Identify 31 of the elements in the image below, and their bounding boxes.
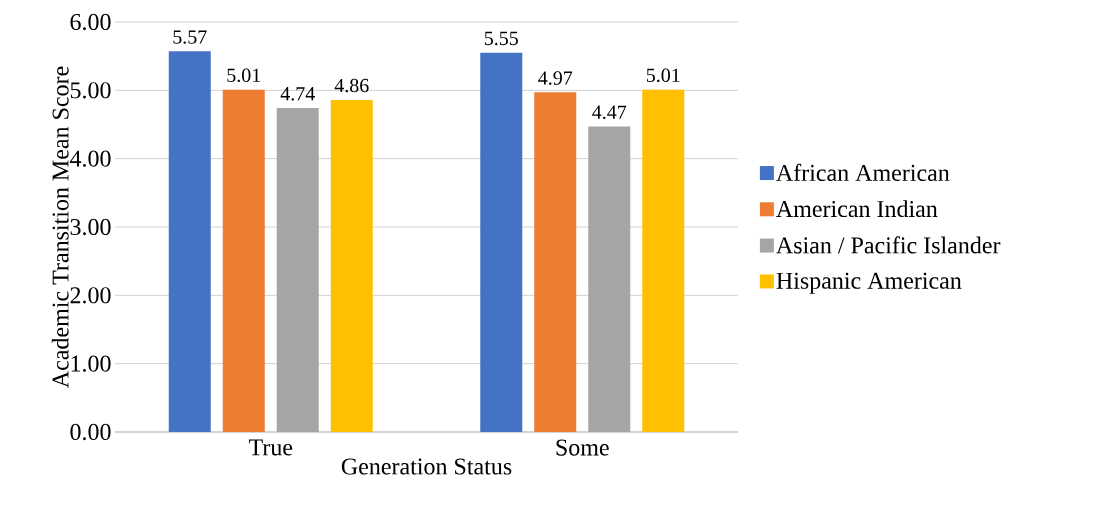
legend-label: Asian / Pacific Islander [776,236,1001,254]
legend-label: African American [776,163,950,181]
data-label: 5.55 [484,31,518,46]
y-tick-label: 0.00 [70,423,111,441]
bar [588,126,631,432]
bar [642,89,685,432]
data-label: 5.01 [227,68,261,83]
y-tick-label: 2.00 [70,287,111,304]
data-label: 4.86 [334,78,369,93]
y-tick-label: 4.00 [69,150,111,167]
data-label: 5.01 [646,68,680,83]
data-label: 4.47 [592,105,627,120]
data-label: 4.74 [280,87,315,101]
y-tick-label: 3.00 [70,218,111,236]
bar [168,51,211,432]
y-tick-label: 1.00 [71,355,111,372]
bar [276,108,319,432]
bar [534,92,577,432]
bar [480,52,523,432]
legend-label: Hispanic American [776,272,962,294]
y-tick-label: 6.00 [70,13,111,31]
x-axis-title: Generation Status [341,458,512,475]
y-tick-label: 5.00 [70,82,111,99]
x-tick-label: True [248,439,293,456]
data-label: 5.57 [173,30,207,44]
bar [330,99,373,432]
legend-label: American Indian [776,200,938,218]
y-axis-title: Academic Transition Mean Score [51,66,69,388]
x-tick-label: Some [556,439,609,456]
data-label: 4.97 [538,71,573,85]
bar [222,89,265,432]
